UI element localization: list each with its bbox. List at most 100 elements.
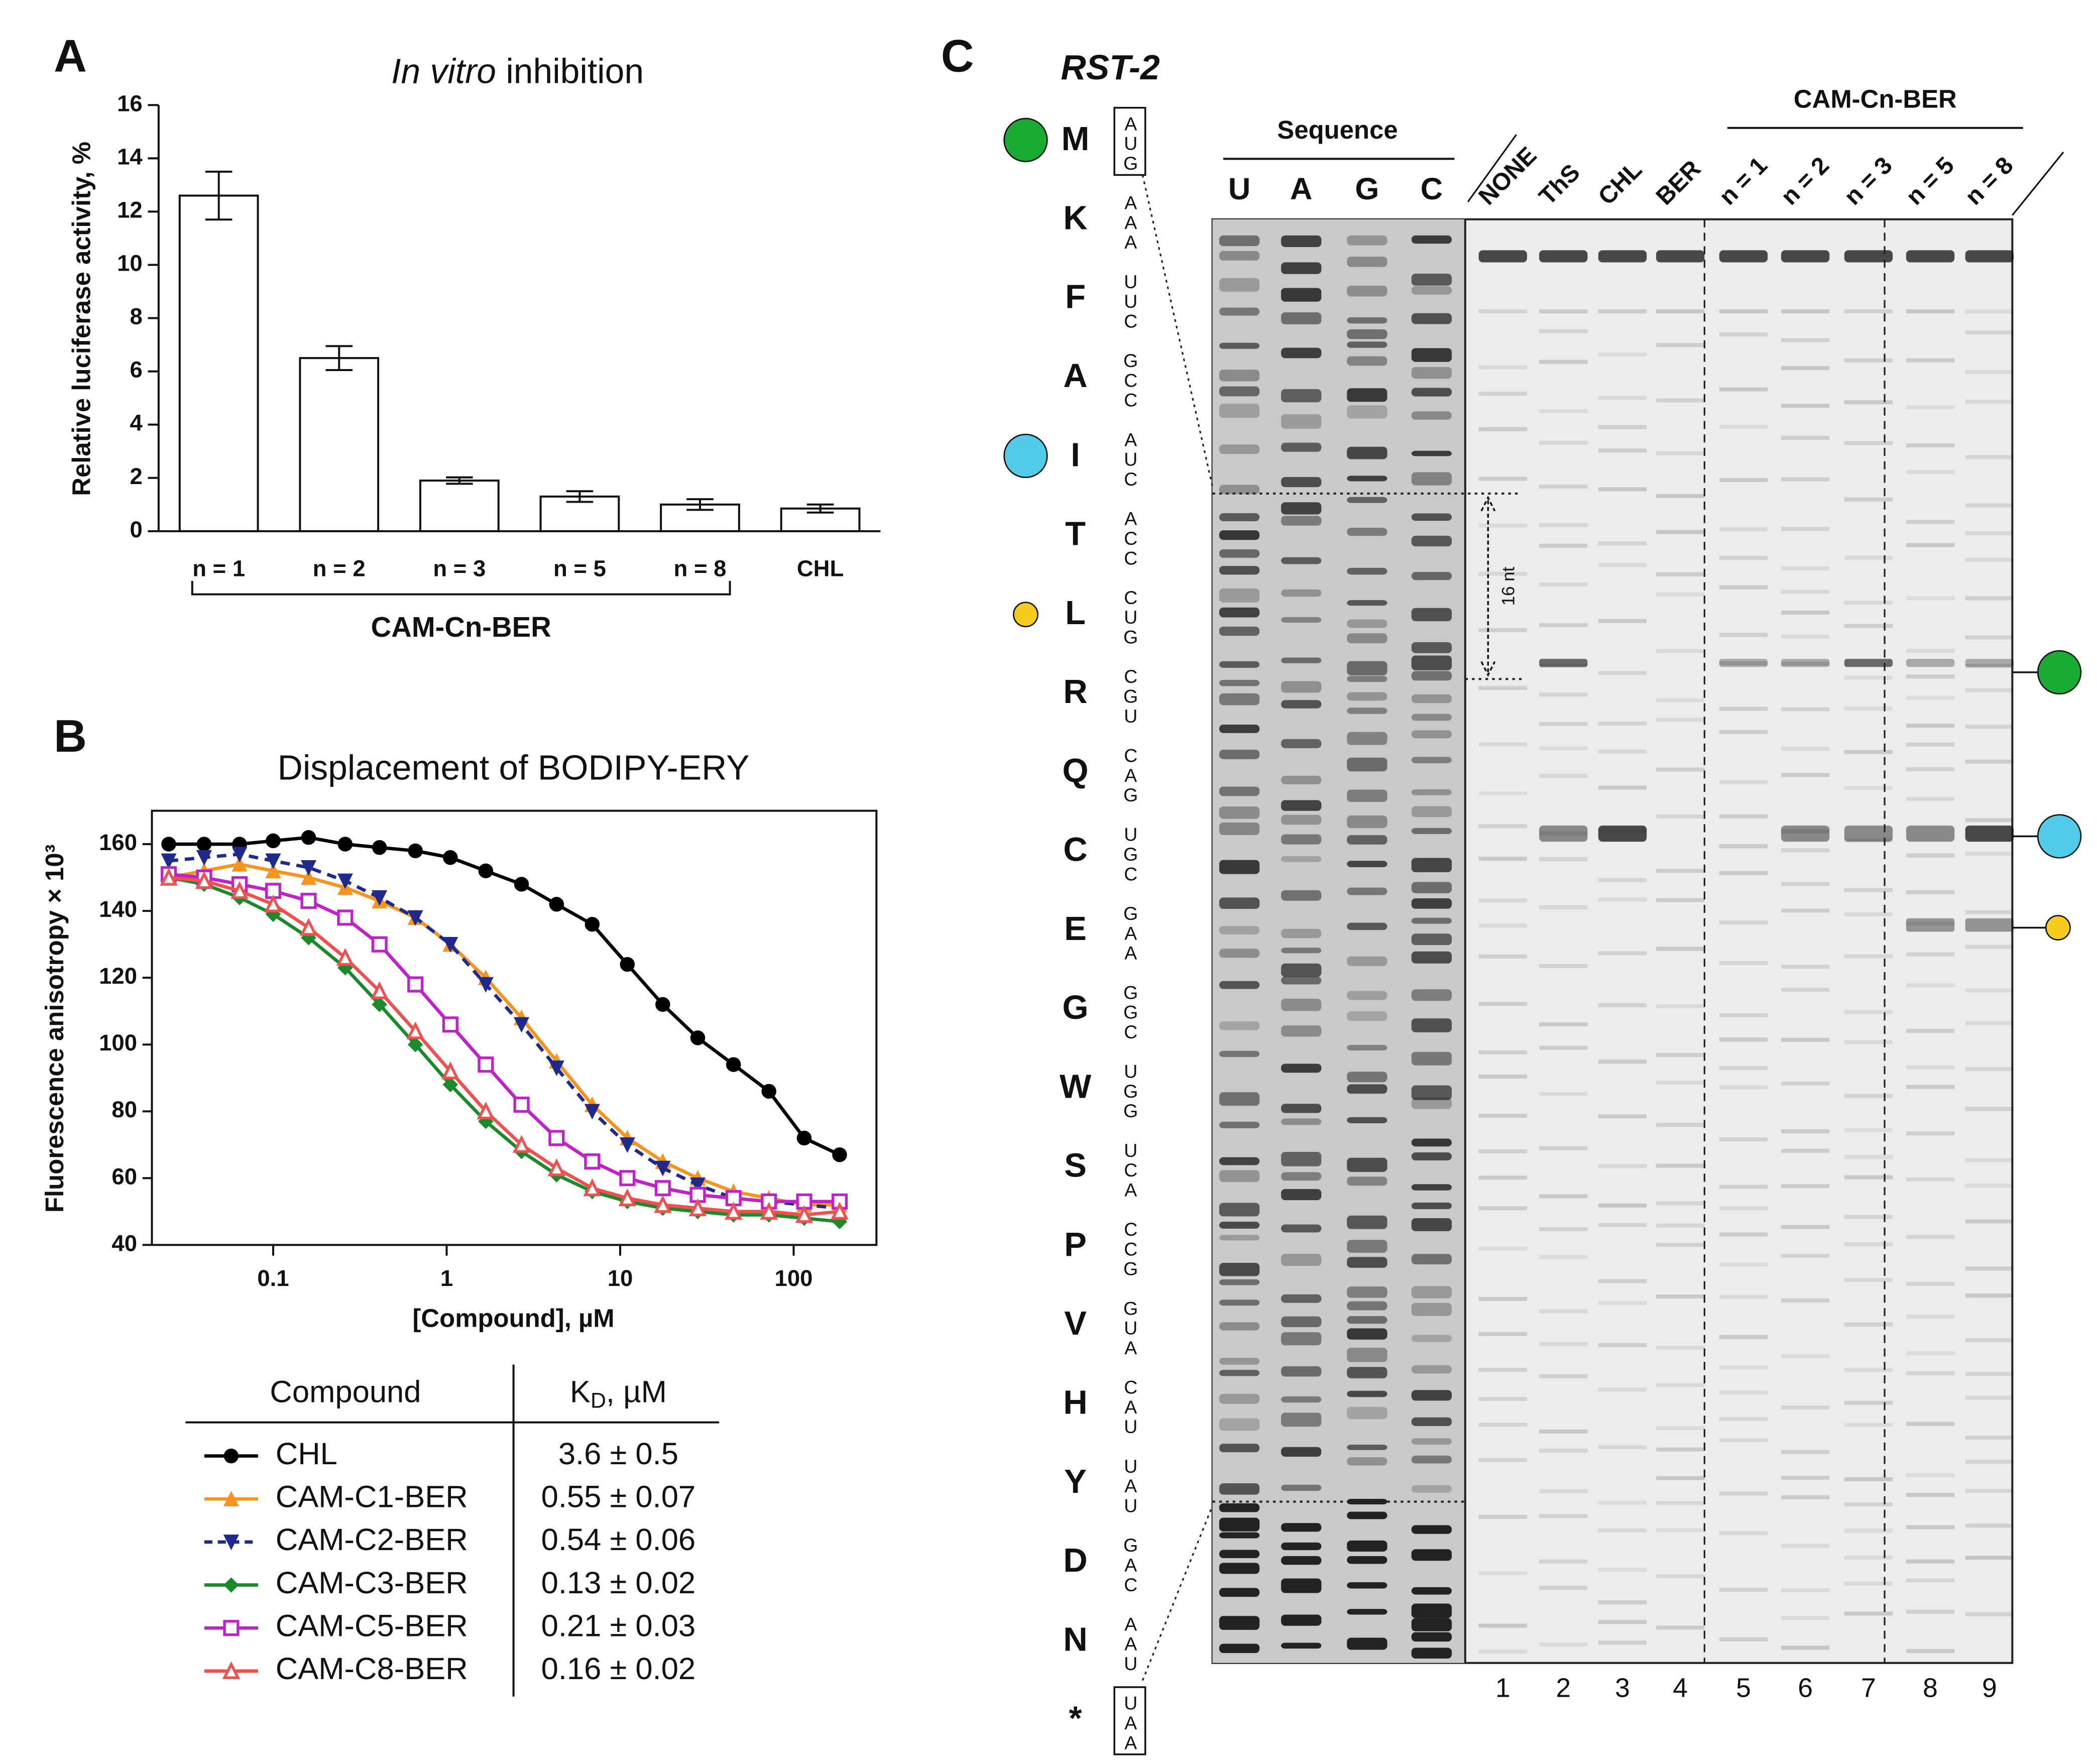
point xyxy=(196,837,212,852)
bar xyxy=(299,357,380,532)
gel-band xyxy=(1281,739,1322,748)
gel-band xyxy=(1965,664,2014,668)
gel-band xyxy=(1844,555,1893,560)
table-header: KD, µM xyxy=(570,1375,667,1413)
point xyxy=(512,1135,531,1153)
gel-band xyxy=(1965,1435,2014,1440)
gel-band xyxy=(1598,951,1647,956)
gel-band xyxy=(1844,707,1893,711)
point xyxy=(195,871,213,889)
table-header: Compound xyxy=(270,1375,421,1409)
point xyxy=(442,1077,458,1093)
gel-band xyxy=(1844,1423,1893,1427)
amino-acid: M xyxy=(1062,120,1090,158)
gel-band xyxy=(1411,450,1452,456)
gel-band xyxy=(1539,857,1588,862)
gel-band xyxy=(1411,882,1452,893)
point xyxy=(478,863,494,879)
gel-band xyxy=(1281,856,1322,862)
gel-band xyxy=(1281,1104,1322,1113)
gel-band xyxy=(1219,1170,1260,1183)
gel-band xyxy=(1478,1458,1527,1462)
point xyxy=(583,1178,602,1197)
gel-band xyxy=(1844,1040,1893,1044)
gel-band xyxy=(1781,1475,1830,1480)
gel-band xyxy=(1906,358,1955,363)
gel-band xyxy=(1598,487,1647,492)
gel-band xyxy=(1539,329,1588,333)
gel-band xyxy=(1281,312,1322,324)
gel-band xyxy=(1219,949,1260,958)
chart-title: In vitro inhibition xyxy=(391,52,644,91)
gel-band xyxy=(1219,1503,1260,1512)
gel-band xyxy=(1347,567,1387,575)
gel-band xyxy=(1281,800,1322,811)
lane-label: A xyxy=(1290,172,1312,206)
gel-band xyxy=(1281,589,1322,597)
point xyxy=(161,853,177,869)
gel-band xyxy=(1656,898,1705,902)
y-tick-label: 160 xyxy=(99,830,137,855)
point xyxy=(654,1195,672,1213)
gel-band xyxy=(1719,478,1768,483)
gel-band xyxy=(1219,1532,1260,1539)
gel-band xyxy=(1478,1332,1527,1336)
lane-number: 8 xyxy=(1923,1673,1938,1703)
gel-band xyxy=(1965,945,2014,949)
point xyxy=(688,1198,707,1217)
gel-band xyxy=(1281,516,1322,526)
gel-band xyxy=(1906,309,1955,314)
gel-band xyxy=(1906,724,1955,728)
gel-band xyxy=(1347,1457,1387,1466)
gel-band xyxy=(1539,1045,1588,1050)
gel-band xyxy=(1411,1438,1452,1445)
gel-band xyxy=(1781,309,1830,314)
gel-band xyxy=(1965,818,2014,822)
point xyxy=(337,837,353,852)
gel-band xyxy=(1781,659,1830,667)
gel-band xyxy=(1598,1301,1647,1305)
gel-band xyxy=(1281,681,1322,693)
gel-band xyxy=(1539,309,1588,314)
point xyxy=(442,1016,458,1033)
gel-band xyxy=(1347,527,1387,536)
gel-band xyxy=(1219,403,1260,418)
gel-band xyxy=(1781,338,1830,342)
gel-band xyxy=(1347,405,1387,419)
point xyxy=(196,850,212,866)
legend-marker xyxy=(223,1620,240,1636)
point xyxy=(231,847,248,863)
gel-band xyxy=(1347,1084,1387,1094)
gel-band xyxy=(1656,398,1705,403)
gel-band xyxy=(1478,954,1527,959)
gel-band xyxy=(1656,649,1705,653)
gel-band xyxy=(1598,541,1647,546)
kd-subscript: D xyxy=(591,1389,606,1413)
gel-band xyxy=(1219,607,1260,618)
gel-band xyxy=(1411,655,1452,670)
gel-band xyxy=(1598,826,1647,842)
point xyxy=(443,850,458,865)
gel-band xyxy=(1347,732,1387,745)
gel-band xyxy=(1844,1555,1893,1560)
gel-band xyxy=(1598,1528,1647,1533)
gel-band xyxy=(1478,250,1527,263)
point xyxy=(689,1177,706,1193)
gel-band xyxy=(1844,1322,1893,1327)
gel-band xyxy=(1656,1163,1705,1168)
site-marker xyxy=(2037,650,2082,695)
gel-band xyxy=(1281,1484,1322,1491)
gel-band xyxy=(1281,477,1322,488)
error-bar xyxy=(566,490,594,503)
gel-band xyxy=(1411,1152,1452,1160)
codon: UGG xyxy=(1120,1061,1141,1120)
codon: UGC xyxy=(1120,824,1141,883)
gel-band xyxy=(1539,582,1588,586)
y-tick-label: 100 xyxy=(99,1030,137,1055)
gel-band xyxy=(1478,923,1527,928)
gel-band xyxy=(1781,1405,1830,1410)
gel-band xyxy=(1219,1588,1260,1597)
gel-band xyxy=(1347,1301,1387,1311)
codon: GUA xyxy=(1120,1298,1141,1357)
x-tick-label: 1 xyxy=(440,1265,453,1291)
